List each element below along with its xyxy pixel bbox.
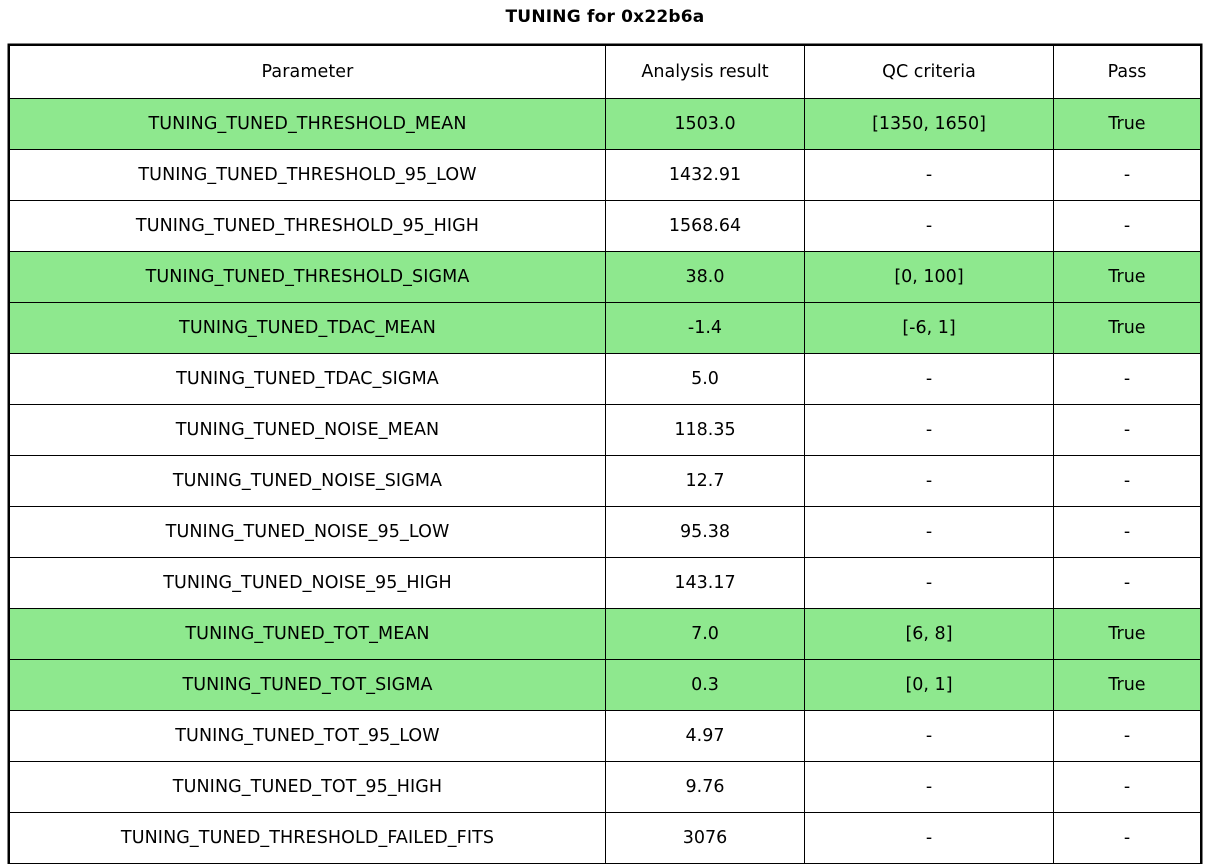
cell-qc-criteria: - (804, 353, 1054, 405)
cell-analysis-result: 38.0 (605, 251, 805, 303)
cell-pass: - (1053, 710, 1201, 762)
cell-parameter: TUNING_TUNED_TDAC_MEAN (9, 302, 606, 354)
cell-parameter: TUNING_TUNED_NOISE_MEAN (9, 404, 606, 456)
cell-parameter: TUNING_TUNED_TOT_SIGMA (9, 659, 606, 711)
cell-pass: - (1053, 353, 1201, 405)
cell-qc-criteria: - (804, 506, 1054, 558)
cell-pass: - (1053, 455, 1201, 507)
table-row: TUNING_TUNED_THRESHOLD_SIGMA 38.0 [0, 100]… (9, 251, 1201, 303)
cell-pass: - (1053, 761, 1201, 813)
cell-pass: True (1053, 302, 1201, 354)
table-body: TUNING_TUNED_THRESHOLD_MEAN 1503.0 [1350, … (9, 98, 1201, 864)
cell-analysis-result: 5.0 (605, 353, 805, 405)
table-row: TUNING_TUNED_THRESHOLD_MEAN 1503.0 [1350, … (9, 98, 1201, 150)
cell-analysis-result: 95.38 (605, 506, 805, 558)
cell-qc-criteria: [6, 8] (804, 608, 1054, 660)
cell-parameter: TUNING_TUNED_THRESHOLD_95_LOW (9, 149, 606, 201)
cell-pass: True (1053, 659, 1201, 711)
cell-qc-criteria: - (804, 455, 1054, 507)
cell-parameter: TUNING_TUNED_NOISE_SIGMA (9, 455, 606, 507)
cell-parameter: TUNING_TUNED_TOT_95_LOW (9, 710, 606, 762)
cell-analysis-result: 3076 (605, 812, 805, 864)
cell-pass: - (1053, 404, 1201, 456)
cell-parameter: TUNING_TUNED_TOT_MEAN (9, 608, 606, 660)
cell-analysis-result: 118.35 (605, 404, 805, 456)
cell-analysis-result: 1503.0 (605, 98, 805, 150)
cell-pass: True (1053, 608, 1201, 660)
cell-qc-criteria: [0, 1] (804, 659, 1054, 711)
cell-pass: - (1053, 200, 1201, 252)
cell-qc-criteria: - (804, 557, 1054, 609)
table-row: TUNING_TUNED_NOISE_95_HIGH 143.17- - (9, 557, 1201, 609)
table-row: TUNING_TUNED_TOT_MEAN 7.0 [6, 8] True (9, 608, 1201, 660)
table-header: Parameter Analysis result QC criteria Pa… (9, 45, 1201, 99)
page-title: TUNING for 0x22b6a (505, 7, 705, 27)
table-row: TUNING_TUNED_NOISE_MEAN 118.35- - (9, 404, 1201, 456)
cell-qc-criteria: - (804, 761, 1054, 813)
cell-qc-criteria: [-6, 1] (804, 302, 1054, 354)
cell-parameter: TUNING_TUNED_TOT_95_HIGH (9, 761, 606, 813)
cell-pass: - (1053, 506, 1201, 558)
cell-parameter: TUNING_TUNED_THRESHOLD_95_HIGH (9, 200, 606, 252)
cell-qc-criteria: [0, 100] (804, 251, 1054, 303)
cell-analysis-result: 7.0 (605, 608, 805, 660)
table-row: TUNING_TUNED_NOISE_95_LOW 95.38- - (9, 506, 1201, 558)
cell-analysis-result: 9.76 (605, 761, 805, 813)
column-header-parameter: Parameter (9, 45, 606, 99)
cell-qc-criteria: - (804, 149, 1054, 201)
cell-parameter: TUNING_TUNED_NOISE_95_HIGH (9, 557, 606, 609)
table-row: TUNING_TUNED_TDAC_SIGMA 5.0- - (9, 353, 1201, 405)
cell-parameter: TUNING_TUNED_THRESHOLD_FAILED_FITS (9, 812, 606, 864)
table-row: TUNING_TUNED_TOT_95_LOW 4.97- - (9, 710, 1201, 762)
column-header-qc-criteria: QC criteria (804, 45, 1054, 99)
table-row: TUNING_TUNED_THRESHOLD_95_HIGH 1568.64- - (9, 200, 1201, 252)
cell-analysis-result: 1432.91 (605, 149, 805, 201)
table-row: TUNING_TUNED_THRESHOLD_95_LOW 1432.91- - (9, 149, 1201, 201)
cell-pass: True (1053, 98, 1201, 150)
cell-qc-criteria: - (804, 404, 1054, 456)
cell-qc-criteria: - (804, 812, 1054, 864)
table-row: TUNING_TUNED_NOISE_SIGMA 12.7- - (9, 455, 1201, 507)
cell-parameter: TUNING_TUNED_TDAC_SIGMA (9, 353, 606, 405)
table-row: TUNING_TUNED_TOT_95_HIGH 9.76- - (9, 761, 1201, 813)
table-row: TUNING_TUNED_THRESHOLD_FAILED_FITS 3076- - (9, 812, 1201, 864)
cell-pass: - (1053, 812, 1201, 864)
table-header-row: Parameter Analysis result QC criteria Pa… (9, 45, 1201, 99)
cell-pass: True (1053, 251, 1201, 303)
cell-analysis-result: 143.17 (605, 557, 805, 609)
cell-parameter: TUNING_TUNED_THRESHOLD_SIGMA (9, 251, 606, 303)
column-header-pass: Pass (1053, 45, 1201, 99)
cell-qc-criteria: [1350, 1650] (804, 98, 1054, 150)
column-header-analysis-result: Analysis result (605, 45, 805, 99)
table-row: TUNING_TUNED_TDAC_MEAN -1.4 [-6, 1] True (9, 302, 1201, 354)
cell-pass: - (1053, 149, 1201, 201)
cell-qc-criteria: - (804, 200, 1054, 252)
cell-parameter: TUNING_TUNED_NOISE_95_LOW (9, 506, 606, 558)
cell-analysis-result: 4.97 (605, 710, 805, 762)
cell-qc-criteria: - (804, 710, 1054, 762)
cell-analysis-result: 0.3 (605, 659, 805, 711)
table-row: TUNING_TUNED_TOT_SIGMA 0.3 [0, 1] True (9, 659, 1201, 711)
cell-pass: - (1053, 557, 1201, 609)
cell-analysis-result: -1.4 (605, 302, 805, 354)
cell-parameter: TUNING_TUNED_THRESHOLD_MEAN (9, 98, 606, 150)
qc-results-table: Parameter Analysis result QC criteria Pa… (9, 45, 1201, 864)
cell-analysis-result: 1568.64 (605, 200, 805, 252)
cell-analysis-result: 12.7 (605, 455, 805, 507)
